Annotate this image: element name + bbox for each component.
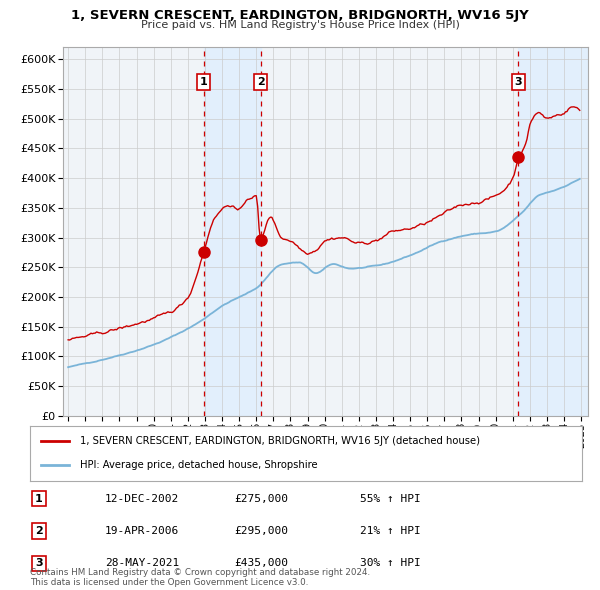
Text: 55% ↑ HPI: 55% ↑ HPI bbox=[360, 494, 421, 503]
Text: 28-MAY-2021: 28-MAY-2021 bbox=[105, 559, 179, 568]
Text: 19-APR-2006: 19-APR-2006 bbox=[105, 526, 179, 536]
Text: Price paid vs. HM Land Registry's House Price Index (HPI): Price paid vs. HM Land Registry's House … bbox=[140, 20, 460, 30]
Text: 1: 1 bbox=[35, 494, 43, 503]
Text: 3: 3 bbox=[35, 559, 43, 568]
Bar bbox=[203, 47, 260, 416]
Text: £275,000: £275,000 bbox=[234, 494, 288, 503]
Text: £295,000: £295,000 bbox=[234, 526, 288, 536]
Text: 30% ↑ HPI: 30% ↑ HPI bbox=[360, 559, 421, 568]
Text: 12-DEC-2002: 12-DEC-2002 bbox=[105, 494, 179, 503]
Text: 3: 3 bbox=[515, 77, 522, 87]
Text: 2: 2 bbox=[257, 77, 265, 87]
Text: 1: 1 bbox=[200, 77, 208, 87]
Text: £435,000: £435,000 bbox=[234, 559, 288, 568]
Text: 2: 2 bbox=[35, 526, 43, 536]
Text: 1, SEVERN CRESCENT, EARDINGTON, BRIDGNORTH, WV16 5JY: 1, SEVERN CRESCENT, EARDINGTON, BRIDGNOR… bbox=[71, 9, 529, 22]
Text: 1, SEVERN CRESCENT, EARDINGTON, BRIDGNORTH, WV16 5JY (detached house): 1, SEVERN CRESCENT, EARDINGTON, BRIDGNOR… bbox=[80, 437, 479, 447]
Text: HPI: Average price, detached house, Shropshire: HPI: Average price, detached house, Shro… bbox=[80, 460, 317, 470]
Bar bbox=[518, 47, 589, 416]
Text: Contains HM Land Registry data © Crown copyright and database right 2024.
This d: Contains HM Land Registry data © Crown c… bbox=[30, 568, 370, 587]
Text: 21% ↑ HPI: 21% ↑ HPI bbox=[360, 526, 421, 536]
